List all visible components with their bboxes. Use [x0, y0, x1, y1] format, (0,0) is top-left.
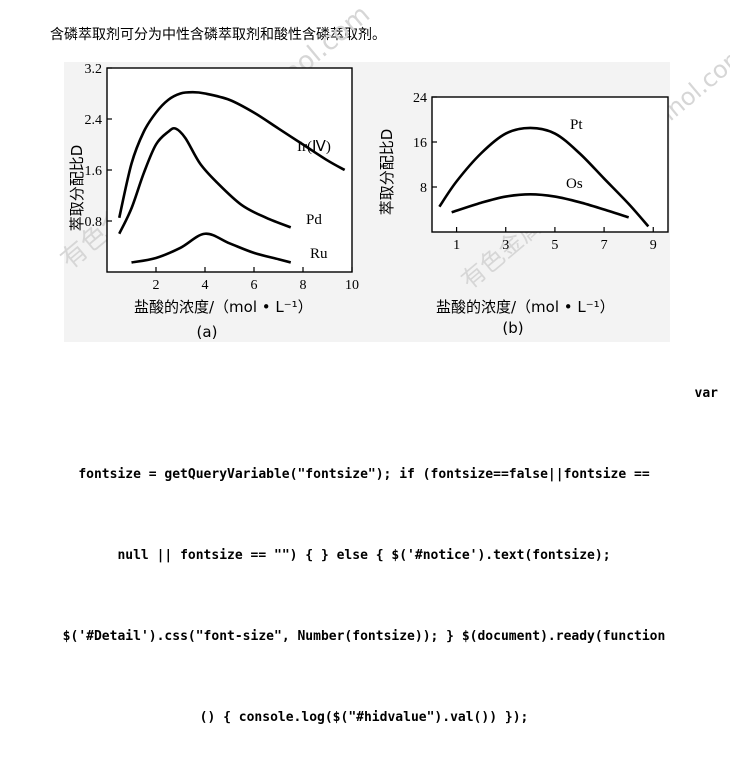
intro-text: 含磷萃取剂可分为中性含磷萃取剂和酸性含磷萃取剂。: [50, 27, 386, 43]
code-line-2: fontsize = getQueryVariable("fontsize");…: [78, 467, 650, 482]
chart-0-series-0-line: [117, 90, 346, 219]
code-line-4: $('#Detail').css("font-size", Number(fon…: [62, 629, 666, 644]
chart-1-caption: (b): [502, 319, 523, 337]
chart-0-series-2-line: [131, 232, 292, 264]
chart-1-frame: [431, 96, 669, 233]
chart-0-xtick-label: 2: [153, 278, 160, 293]
chart-0-ytick-label: 1.6: [85, 164, 103, 179]
chart-0-ylabel: 萃取分配比D: [68, 145, 86, 232]
chart-0-xtick-label: 4: [202, 278, 209, 293]
chart-1-series-1-label: Os: [566, 176, 583, 192]
code-line-5: () { console.log($("#hidvalue").val()) }…: [199, 710, 529, 725]
chart-1-xtick-label: 5: [551, 238, 558, 253]
chart-1-series-0-line: [438, 126, 650, 228]
chart-1-ylabel: 萃取分配比D: [378, 129, 396, 216]
chart-0-ytick-label: 2.4: [85, 113, 103, 128]
code-line-3: null || fontsize == "") { } else { $('#n…: [117, 548, 611, 563]
chart-1-xtick-label: 7: [601, 238, 608, 253]
chart-1-xtick-label: 3: [502, 238, 509, 253]
chart-0-xtick-label: 8: [300, 278, 307, 293]
chart-1-xtick-label: 1: [453, 238, 460, 253]
chart-1-series-0-label: Pt: [570, 117, 583, 133]
chart-0-series-1-label: Pd: [306, 212, 322, 228]
chart-1-series-1-line: [451, 193, 630, 219]
chart-1-ytick-label: 16: [413, 136, 427, 151]
chart-1-xtick-label: 9: [650, 238, 657, 253]
chart-0-series-1-line: [118, 126, 292, 235]
code-snippet: var fontsize = getQueryVariable("fontsiz…: [10, 326, 718, 758]
chart-0-caption: (a): [197, 323, 218, 341]
chart-a: 有色金属在线 www.cnmnol.com有色金属在线 www.cnmnol.c…: [55, 0, 730, 341]
chart-0-series-0-label: Ir(Ⅳ): [297, 139, 331, 155]
chart-0-ytick-label: 3.2: [85, 62, 103, 77]
code-line-1: var: [694, 386, 718, 401]
chart-0-ytick-label: 0.8: [85, 215, 103, 230]
chart-1-ytick-label: 24: [413, 91, 427, 106]
chart-0-xlabel: 盐酸的浓度/（mol • L⁻¹）: [134, 298, 313, 316]
chart-1-xlabel: 盐酸的浓度/（mol • L⁻¹）: [436, 298, 615, 316]
chart-0-series-2-label: Ru: [310, 246, 328, 262]
chart-1-ytick-label: 8: [420, 181, 427, 196]
chart-0-xtick-label: 6: [251, 278, 258, 293]
chart-0-xtick-label: 10: [345, 278, 359, 293]
